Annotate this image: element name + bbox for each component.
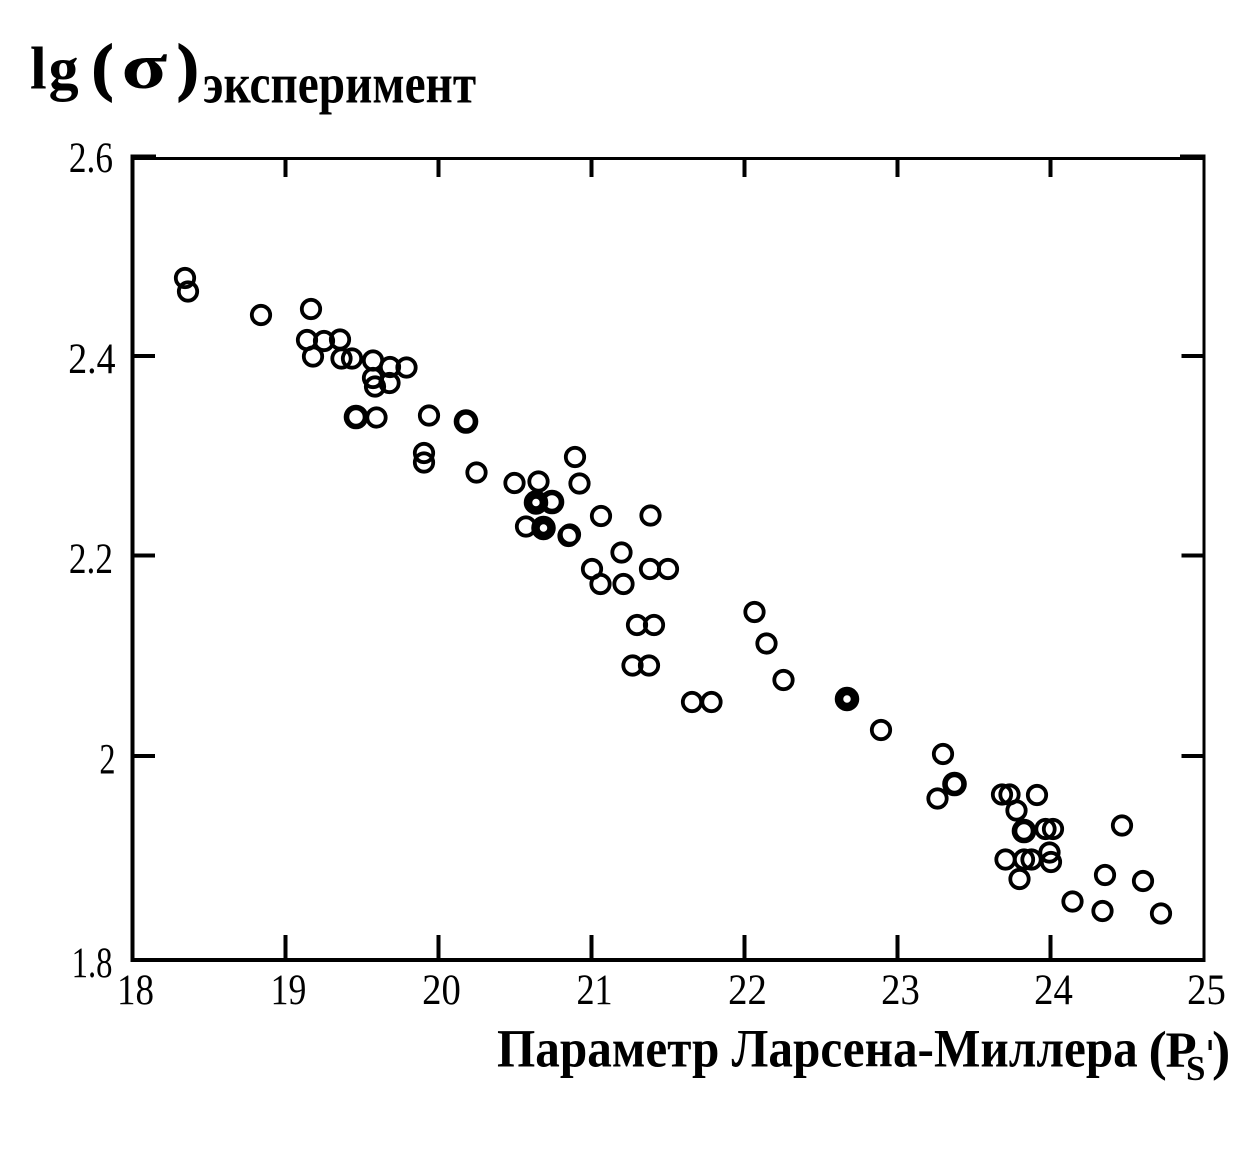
svg-text:1.8: 1.8 xyxy=(72,940,113,987)
svg-text:24: 24 xyxy=(1034,966,1073,1013)
svg-text:Параметр Ларсена-Миллера: Параметр Ларсена-Миллера xyxy=(497,1019,1138,1079)
svg-text:2.6: 2.6 xyxy=(69,134,113,182)
svg-text:lg: lg xyxy=(30,35,81,101)
svg-text:18: 18 xyxy=(117,965,154,1013)
svg-text:): ) xyxy=(178,34,199,102)
svg-text:S: S xyxy=(1186,1049,1205,1088)
svg-text:21: 21 xyxy=(576,966,612,1014)
svg-text:20: 20 xyxy=(422,966,461,1013)
svg-text:(: ( xyxy=(92,34,113,102)
svg-text:25: 25 xyxy=(1187,966,1226,1013)
svg-text:23: 23 xyxy=(881,966,920,1013)
svg-text:2.2: 2.2 xyxy=(69,535,113,583)
svg-text:(: ( xyxy=(1149,1020,1167,1081)
svg-text:σ: σ xyxy=(121,31,167,103)
svg-text:19: 19 xyxy=(271,966,307,1014)
svg-text:эксперимент: эксперимент xyxy=(203,54,476,116)
svg-text:2.4: 2.4 xyxy=(68,335,115,383)
svg-text:2: 2 xyxy=(99,736,115,784)
svg-text:22: 22 xyxy=(728,966,767,1013)
svg-text:): ) xyxy=(1212,1020,1230,1081)
svg-text:P: P xyxy=(1166,1023,1197,1079)
